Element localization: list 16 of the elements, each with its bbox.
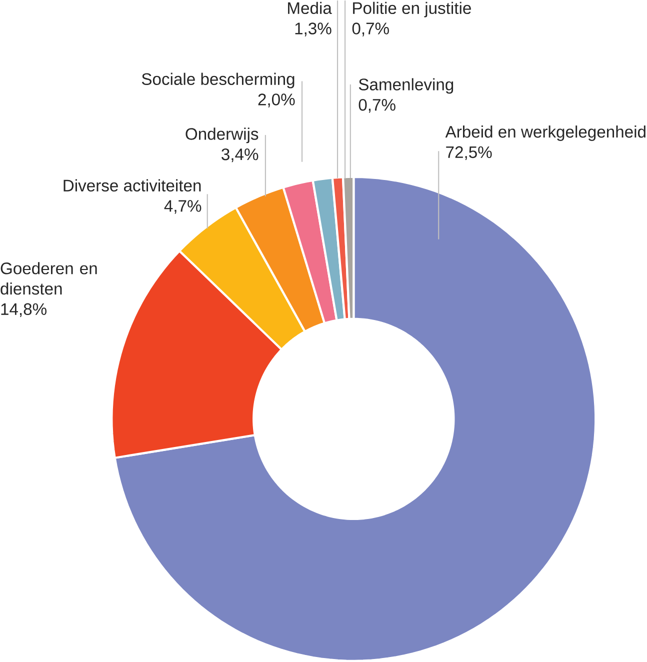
slice-label: Goederen en diensten bbox=[0, 262, 97, 295]
slice-label: Diverse activiteiten bbox=[64, 179, 201, 192]
data-label: 2,0% bbox=[258, 94, 295, 108]
slice-label: Samenleving bbox=[359, 78, 454, 94]
slice-label: Media bbox=[288, 2, 332, 14]
slice-label: Onderwijs bbox=[186, 128, 258, 144]
data-label: 3,4% bbox=[222, 148, 258, 162]
data-label: 72,5% bbox=[446, 146, 492, 160]
data-label: 1,3% bbox=[296, 22, 332, 36]
data-label: 14,8% bbox=[1, 303, 47, 317]
slice-label: Arbeid en werkgelegenheid bbox=[446, 126, 646, 141]
data-label: 4,7% bbox=[164, 200, 202, 214]
slice-label: Sociale bescherming bbox=[142, 72, 294, 88]
slice-label: Politie en justitie bbox=[353, 2, 472, 18]
data-label: 0,7% bbox=[352, 22, 390, 36]
data-label: 0,7% bbox=[359, 98, 396, 113]
